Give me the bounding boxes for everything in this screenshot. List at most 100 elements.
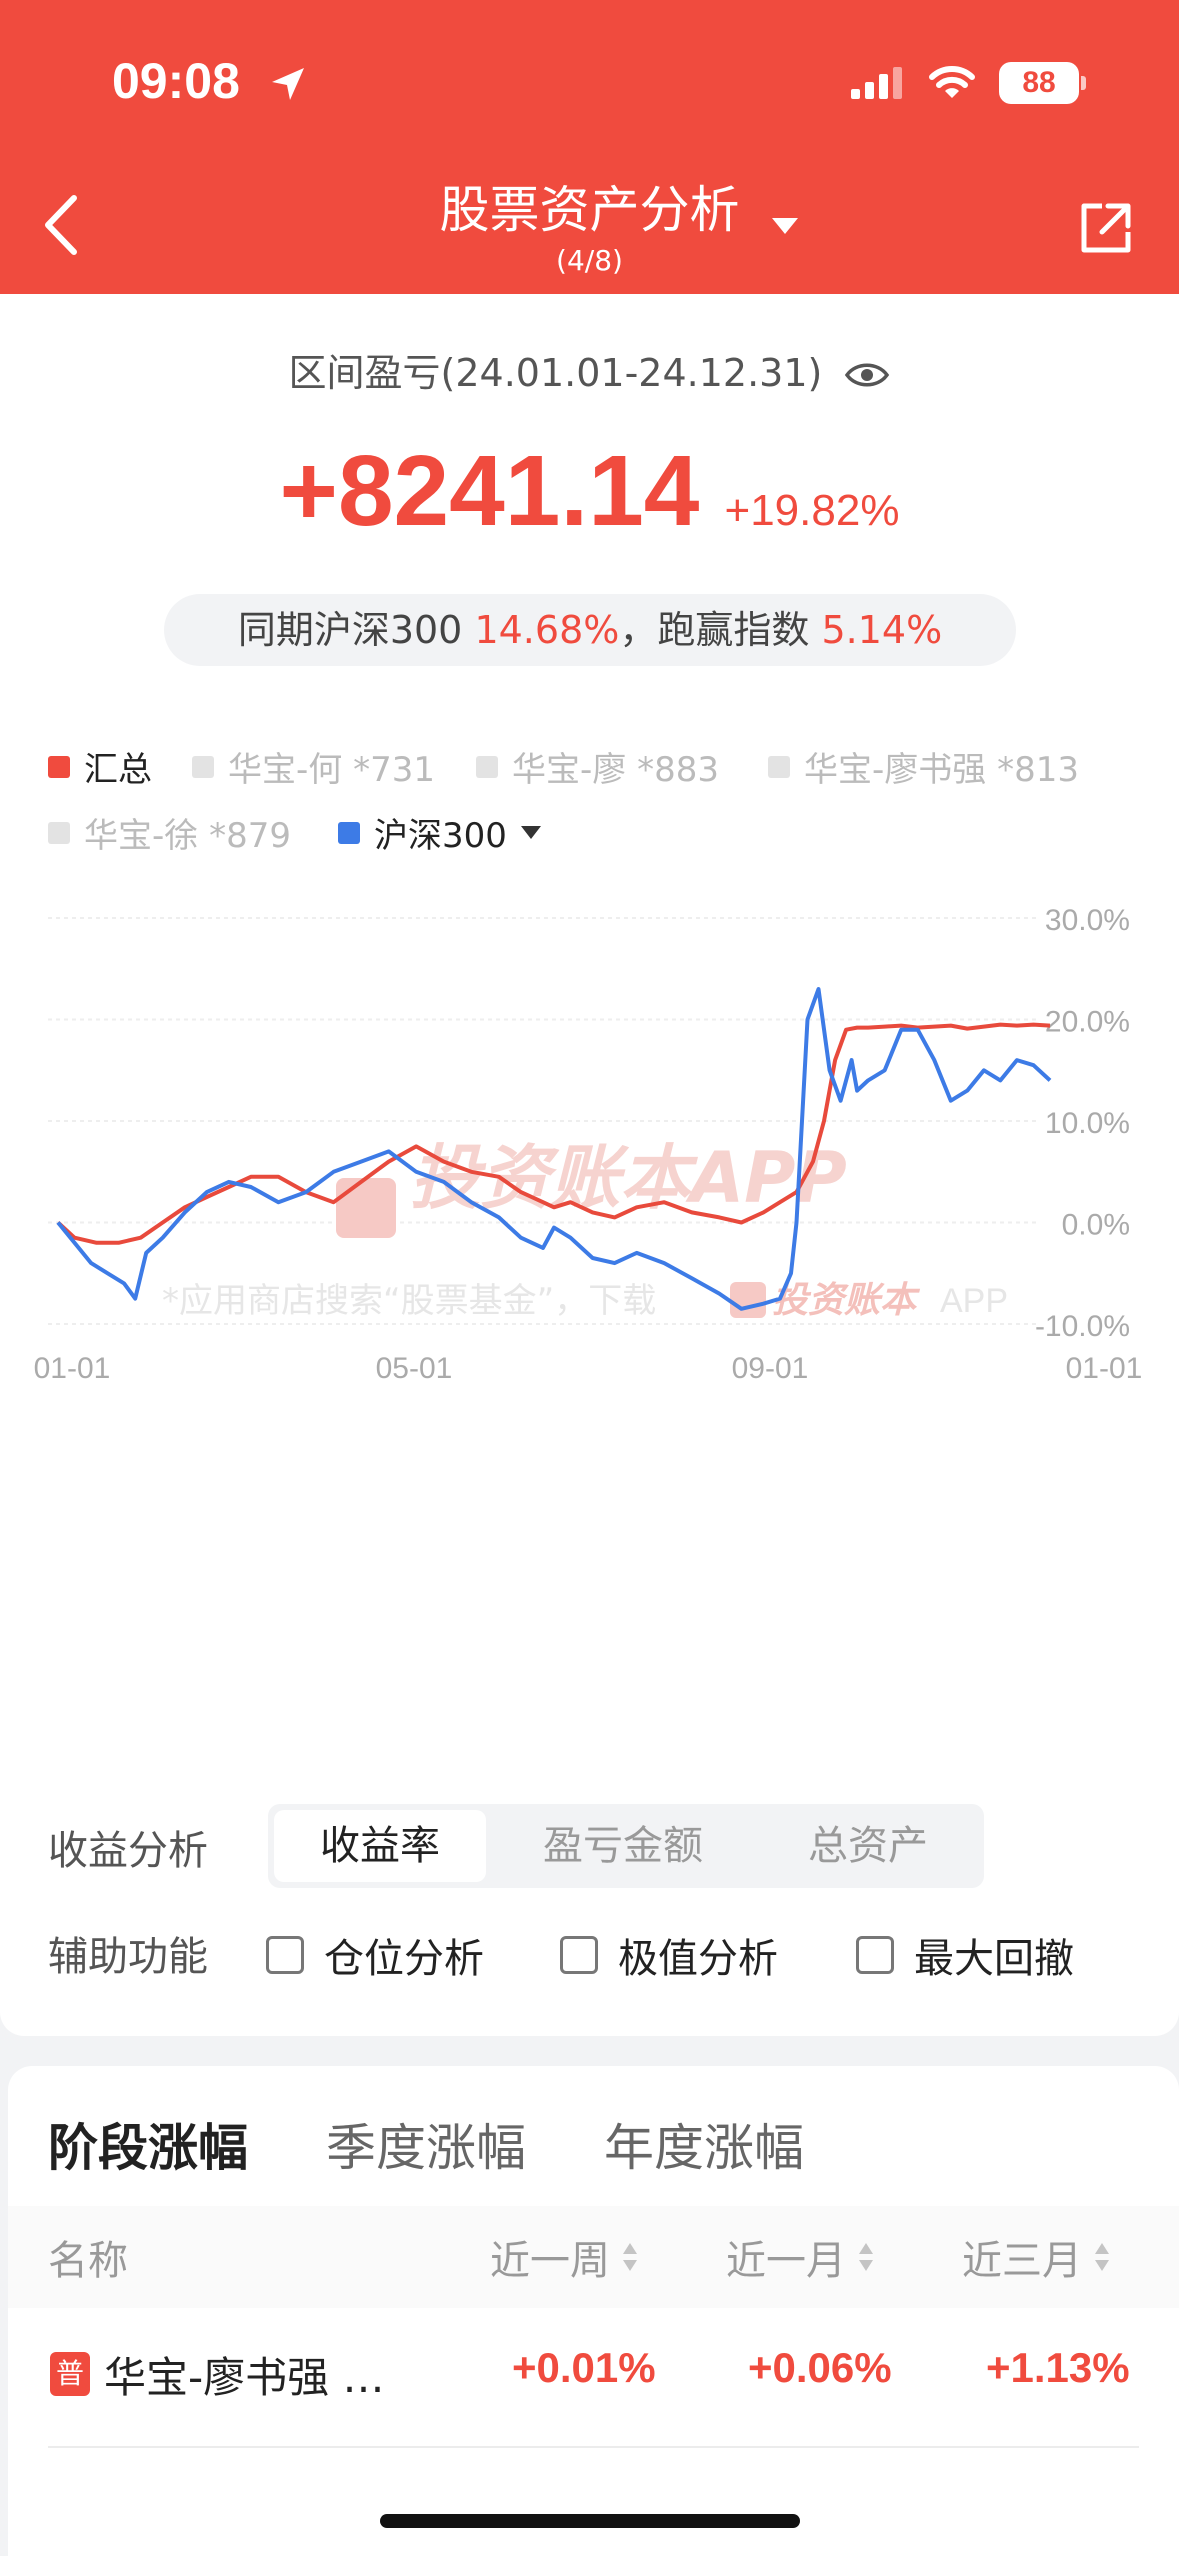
legend-item-account-879[interactable]: 华宝-徐 *879 — [48, 808, 291, 857]
segment-profit-amount[interactable]: 盈亏金额 — [543, 1823, 703, 1869]
column-name: 名称 — [48, 2238, 128, 2284]
page-title: 股票资产分析 — [439, 181, 740, 239]
legend-item-csi300[interactable]: 沪深300 — [338, 808, 541, 857]
legend-swatch — [48, 821, 70, 844]
return-chart[interactable]: 30.0% 20.0% 10.0% 0.0% -10.0% 01-01 05-01 09-01… — [0, 884, 1179, 1544]
checkbox-icon[interactable] — [266, 1936, 304, 1974]
beat-percent: 5.14% — [821, 608, 943, 652]
sort-icon[interactable] — [620, 2237, 640, 2277]
segment-return-rate[interactable]: 收益率 — [274, 1810, 486, 1882]
cellular-signal-icon — [851, 67, 902, 99]
checkbox-icon[interactable] — [856, 1936, 894, 1974]
profit-row: +8241.14 +19.82% — [0, 434, 1179, 549]
tab-annual-gain[interactable]: 年度涨幅 — [604, 2119, 804, 2177]
location-arrow-icon — [272, 68, 304, 100]
column-three-month[interactable]: 近三月 — [962, 2228, 1112, 2286]
legend-item-account-883[interactable]: 华宝-廖 *883 — [476, 742, 719, 791]
checkbox-icon[interactable] — [560, 1936, 598, 1974]
cell-week: +0.01% — [512, 2344, 656, 2391]
app-header: 09:08 88 股票资产分析 (4/8) — [0, 0, 1179, 294]
tab-stage-gain[interactable]: 阶段涨幅 — [48, 2119, 248, 2177]
back-button[interactable] — [38, 192, 86, 258]
aux-row: 辅助功能 仓位分析 极值分析 最大回撤 — [48, 1918, 1148, 1982]
checkbox-label: 极值分析 — [618, 1936, 778, 1982]
status-icons: 88 — [849, 62, 1086, 104]
legend-item-account-731[interactable]: 华宝-何 *731 — [192, 742, 435, 791]
legend-label: 汇总 — [84, 750, 152, 790]
legend-item-account-813[interactable]: 华宝-廖书强 *813 — [768, 742, 1079, 791]
legend-swatch — [476, 755, 498, 778]
checkbox-extreme-analysis[interactable]: 极值分析 — [560, 1926, 778, 1984]
y-tick-label: 0.0% — [1062, 1209, 1130, 1242]
series-line-csi300 — [56, 987, 1052, 1311]
footer-brand-logo — [730, 1282, 766, 1318]
legend-item-total[interactable]: 汇总 — [48, 742, 152, 791]
share-button[interactable] — [1078, 200, 1134, 256]
legend-label: 华宝-廖 *883 — [512, 750, 719, 790]
sort-icon[interactable] — [856, 2237, 876, 2277]
column-month[interactable]: 近一月 — [726, 2228, 876, 2286]
y-tick-label: -10.0% — [1035, 1310, 1130, 1343]
caret-down-icon[interactable] — [772, 218, 798, 234]
page-subtitle: (4/8) — [556, 244, 623, 277]
checkbox-label: 最大回撤 — [914, 1936, 1074, 1982]
sort-icon[interactable] — [1092, 2237, 1112, 2277]
checkbox-label: 仓位分析 — [324, 1936, 484, 1982]
wifi-icon — [929, 66, 975, 98]
range-label: 区间盈亏(24.01.01-24.12.31) — [288, 351, 823, 395]
x-tick-label: 05-01 — [376, 1352, 453, 1385]
chart-footer-app: APP — [940, 1282, 1008, 1320]
x-tick-label: 01-01 — [34, 1352, 111, 1385]
checkbox-max-drawdown[interactable]: 最大回撤 — [856, 1926, 1074, 1984]
analysis-segmented-control: 收益率 盈亏金额 总资产 — [268, 1804, 984, 1888]
aux-label: 辅助功能 — [48, 1934, 208, 1980]
bench-prefix: 同期沪深300 — [237, 608, 475, 652]
x-tick-label: 01-01 — [1066, 1352, 1143, 1385]
checkbox-position-analysis[interactable]: 仓位分析 — [266, 1926, 484, 1984]
status-time: 09:08 — [112, 53, 240, 109]
bench-mid: ，跑赢指数 — [619, 608, 822, 652]
legend-swatch — [192, 755, 214, 778]
performance-card: 阶段涨幅 季度涨幅 年度涨幅 名称 近一周 近一月 近三月 普 华宝-廖书强 …… — [8, 2066, 1179, 2556]
x-tick-label: 09-01 — [732, 1352, 809, 1385]
tab-quarterly-gain[interactable]: 季度涨幅 — [326, 2119, 526, 2177]
legend-swatch — [338, 821, 360, 844]
chart-footer-brand: 投资账本 — [772, 1280, 921, 1321]
y-tick-label: 10.0% — [1045, 1107, 1130, 1140]
legend-label: 沪深300 — [374, 816, 507, 856]
legend-swatch — [48, 755, 70, 778]
title-dropdown[interactable]: 股票资产分析 — [0, 170, 1179, 242]
cell-three-month: +1.13% — [986, 2344, 1130, 2391]
home-indicator[interactable] — [380, 2514, 800, 2528]
fund-badge: 普 — [50, 2352, 90, 2396]
battery-indicator: 88 — [999, 62, 1086, 104]
benchmark-pill: 同期沪深300 14.68%，跑赢指数 5.14% — [164, 594, 1016, 666]
chart-footer-note: *应用商店搜索“股票基金”，下载 — [162, 1281, 656, 1321]
legend-label: 华宝-何 *731 — [228, 750, 435, 790]
fund-name: 华宝-廖书强 … — [104, 2353, 385, 2402]
legend-label: 华宝-徐 *879 — [84, 816, 291, 856]
bench-percent: 14.68% — [474, 608, 620, 652]
analysis-label: 收益分析 — [48, 1828, 208, 1874]
legend-swatch — [768, 755, 790, 778]
column-label: 近三月 — [962, 2238, 1082, 2284]
cell-month: +0.06% — [748, 2344, 892, 2391]
profit-percent: +19.82% — [724, 486, 900, 535]
y-tick-label: 30.0% — [1045, 904, 1130, 937]
summary-card: 区间盈亏(24.01.01-24.12.31) +8241.14 +19.82%… — [0, 294, 1179, 2036]
watermark-logo — [336, 1178, 396, 1238]
segment-total-assets[interactable]: 总资产 — [808, 1823, 928, 1869]
series-line-total — [56, 1022, 1051, 1245]
column-label: 近一月 — [726, 2238, 846, 2284]
table-header: 名称 近一周 近一月 近三月 — [8, 2206, 1179, 2308]
caret-down-icon[interactable] — [520, 826, 541, 839]
range-label-row: 区间盈亏(24.01.01-24.12.31) — [0, 342, 1179, 397]
eye-icon[interactable] — [844, 360, 890, 390]
column-label: 近一周 — [490, 2238, 610, 2284]
analysis-row: 收益分析 收益率 盈亏金额 总资产 — [48, 1804, 1148, 1888]
legend-label: 华宝-廖书强 *813 — [804, 750, 1079, 790]
profit-value: +8241.14 — [279, 435, 700, 547]
y-tick-label: 20.0% — [1045, 1006, 1130, 1039]
table-row[interactable]: 普 华宝-廖书强 … +0.01% +0.06% +1.13% — [48, 2308, 1139, 2448]
column-week[interactable]: 近一周 — [490, 2228, 640, 2286]
